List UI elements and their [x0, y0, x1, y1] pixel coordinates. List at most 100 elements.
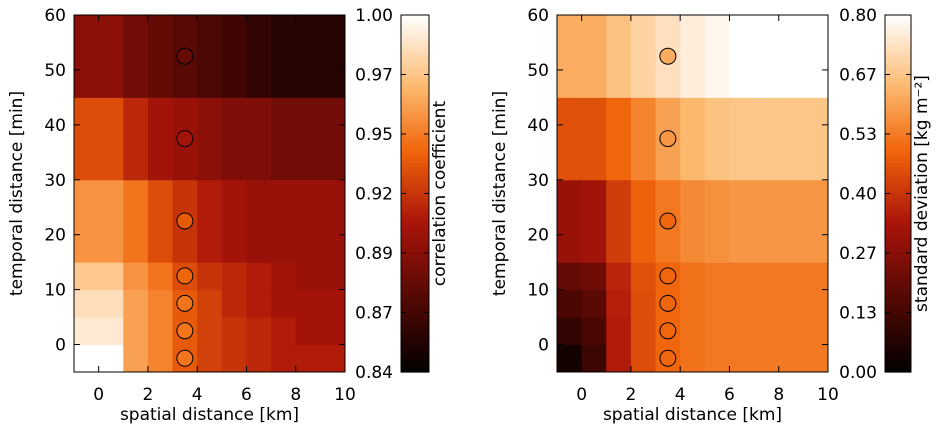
heatmap-cell [246, 97, 272, 181]
colorbar-band [885, 340, 911, 346]
colorbar-band [401, 104, 429, 110]
colorbar-band [885, 367, 911, 373]
colorbar-band [401, 175, 429, 181]
colorbar-band [401, 162, 429, 168]
colorbar-band [885, 318, 911, 324]
colorbar-band [885, 59, 911, 65]
heatmap-cell [778, 15, 829, 98]
colorbar-band [401, 113, 429, 119]
colorbar-band [885, 327, 911, 333]
colorbar-band [401, 260, 429, 266]
colorbar-band [401, 184, 429, 190]
colorbar-band [401, 90, 429, 96]
y-tick-label: 10 [527, 281, 549, 301]
heatmap-cell [630, 179, 657, 263]
std-deviation-heatmap-cells [557, 15, 829, 373]
heatmap-cell [754, 289, 780, 318]
colorbar-band [401, 363, 429, 369]
heatmap-cell [295, 289, 346, 318]
x-tick-label: 0 [576, 385, 587, 405]
heatmap-cell [729, 344, 755, 373]
heatmap-cell [123, 344, 149, 373]
std-deviation-y-axis-label: temporal distance [min] [490, 91, 510, 296]
colorbar-band [401, 269, 429, 275]
correlation-axis-ticks: 0 2 4 6 8 10 0 10 20 30 40 50 60 [44, 6, 355, 405]
heatmap-cell [295, 262, 346, 291]
colorbar-band [885, 345, 911, 351]
colorbar-band [401, 193, 429, 199]
colorbar-tick-label: 0.80 [839, 6, 877, 26]
colorbar-band [885, 108, 911, 114]
heatmap-cell [704, 344, 730, 373]
colorbar-band [885, 291, 911, 297]
colorbar-band [401, 77, 429, 83]
colorbar-band [401, 135, 429, 141]
data-point [659, 130, 677, 148]
heatmap-cell [123, 15, 149, 98]
y-tick-label: 30 [44, 171, 66, 191]
heatmap-cell [221, 97, 247, 181]
colorbar-band [401, 37, 429, 43]
heatmap-cell [147, 97, 174, 181]
heatmap-cell [754, 179, 780, 263]
colorbar-band [885, 229, 911, 235]
heatmap-cell [246, 317, 272, 346]
heatmap-cell [123, 289, 149, 318]
colorbar-band [885, 354, 911, 360]
heatmap-cell [778, 97, 829, 181]
std-deviation-colorbar-label: standard deviation [kg m⁻²] [912, 75, 932, 312]
heatmap-cell [147, 262, 174, 291]
x-tick-label: 4 [192, 385, 203, 405]
correlation-y-axis-label: temporal distance [min] [7, 91, 27, 296]
colorbar-tick-label: 0.13 [839, 304, 877, 324]
colorbar-band [885, 220, 911, 226]
colorbar-tick-label: 0.87 [355, 304, 393, 324]
colorbar-band [401, 291, 429, 297]
colorbar-band [885, 68, 911, 74]
heatmap-cell [729, 262, 755, 291]
heatmap-cell [246, 262, 272, 291]
colorbar-tick-label: 0.89 [355, 244, 393, 264]
colorbar-band [885, 269, 911, 275]
colorbar-tick-label: 0.40 [839, 185, 877, 205]
heatmap-cell [74, 317, 124, 346]
colorbar-band [401, 224, 429, 230]
heatmap-cell [295, 179, 346, 263]
heatmap-cell [557, 317, 583, 346]
colorbar-band [885, 139, 911, 146]
colorbar-band [401, 215, 429, 221]
colorbar-band [885, 117, 911, 123]
colorbar-band [401, 340, 429, 346]
heatmap-cell [704, 289, 730, 318]
colorbar-band [401, 46, 429, 52]
colorbar-band [885, 215, 911, 221]
heatmap-cell [581, 15, 607, 98]
colorbar-band [401, 211, 429, 217]
colorbar-band [401, 238, 429, 244]
colorbar-band [401, 99, 429, 105]
colorbar-band [885, 46, 911, 52]
heatmap-cell [778, 262, 829, 291]
heatmap-cell [147, 179, 174, 263]
heatmap-cell [630, 289, 657, 318]
colorbar-band [885, 251, 911, 257]
colorbar-band [885, 41, 911, 47]
colorbar-band [885, 64, 911, 70]
colorbar-band [401, 220, 429, 226]
heatmap-cell [581, 97, 607, 181]
colorbar-band [401, 73, 429, 79]
heatmap-cell [630, 344, 657, 373]
heatmap-cell [271, 262, 297, 291]
heatmap-cell [729, 289, 755, 318]
colorbar-band [885, 131, 911, 137]
colorbar-tick-label: 0.27 [839, 244, 877, 264]
colorbar-band [401, 86, 429, 92]
heatmap-cell [729, 15, 755, 98]
colorbar-tick-label: 0.67 [839, 66, 877, 86]
colorbar-band [885, 77, 911, 83]
y-tick-label: 20 [44, 226, 66, 246]
x-tick-label: 0 [93, 385, 104, 405]
x-tick-label: 6 [241, 385, 252, 405]
std-deviation-panel: 0 2 4 6 8 10 0 10 20 30 40 50 60 spatial distance [k… [490, 6, 932, 425]
heatmap-cell [729, 179, 755, 263]
